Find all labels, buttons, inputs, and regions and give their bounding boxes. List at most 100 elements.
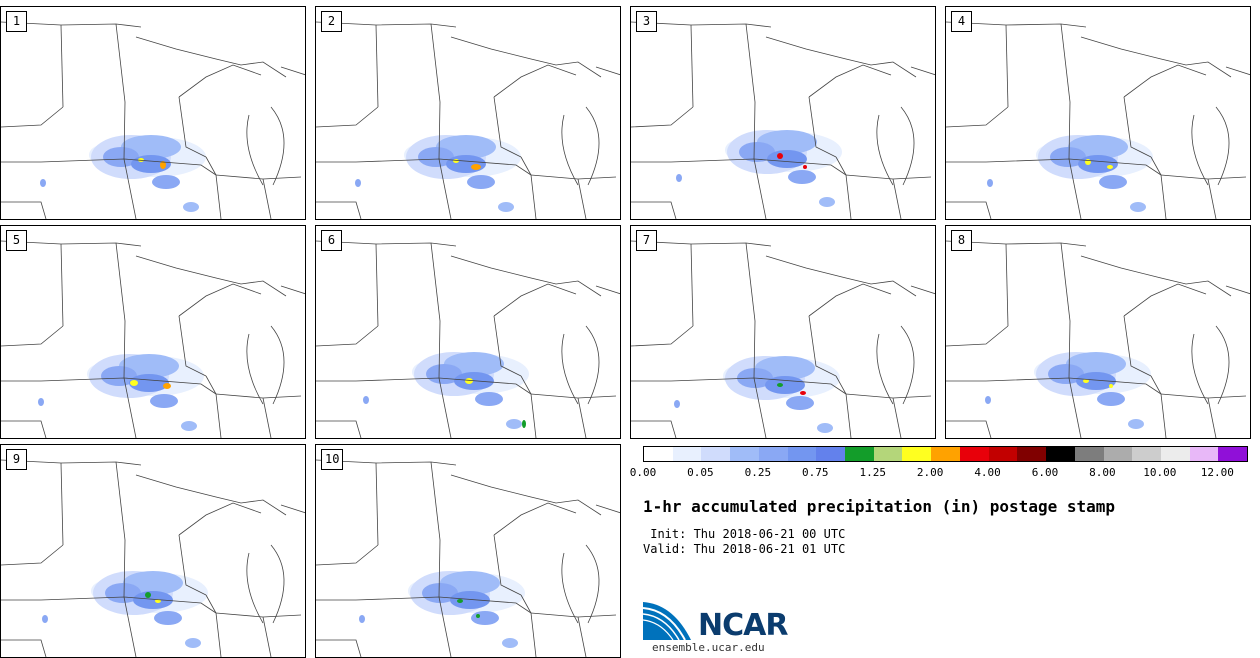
member-panel-6[interactable]: 6 <box>315 225 621 439</box>
member-panel-5[interactable]: 5 <box>0 225 306 439</box>
map-boundary <box>1068 377 1082 438</box>
map-boundary <box>595 66 620 76</box>
map-boundary <box>1 106 64 128</box>
precip-area <box>1128 419 1144 429</box>
map-boundary <box>316 544 379 566</box>
map-boundary <box>135 255 287 297</box>
precip-area <box>38 398 44 406</box>
colorbar-tick-label: 4.00 <box>974 466 1001 479</box>
member-panel-8[interactable]: 8 <box>945 225 1251 439</box>
precip-area <box>363 396 369 404</box>
map-boundary <box>1068 158 1082 219</box>
precip-map <box>1 459 305 657</box>
map-boundary <box>631 240 772 247</box>
member-panel-10[interactable]: 10 <box>315 444 621 658</box>
precip-area <box>418 147 454 167</box>
member-panel-2[interactable]: 2 <box>315 6 621 220</box>
precip-map <box>631 21 935 219</box>
member-panel-1[interactable]: 1 <box>0 6 306 220</box>
colorbar-segment <box>730 447 759 461</box>
map-boundary <box>808 64 892 98</box>
map-boundary <box>115 242 126 379</box>
figure-title: 1-hr accumulated precipitation (in) post… <box>643 497 1116 516</box>
map-boundary <box>1060 23 1071 160</box>
map-boundary <box>520 594 537 657</box>
colorbar-tick-label: 6.00 <box>1031 466 1059 479</box>
map-boundary <box>270 106 285 186</box>
colorbar-segment <box>672 447 702 461</box>
map-boundary <box>438 158 452 219</box>
map-boundary <box>900 325 915 405</box>
map-boundary <box>745 242 756 379</box>
map-boundary <box>520 156 537 219</box>
map-boundary <box>892 397 902 438</box>
panel-number: 4 <box>951 11 972 32</box>
colorbar-segment <box>644 447 673 461</box>
colorbar-segment <box>845 447 874 461</box>
colorbar-segment <box>1074 447 1104 461</box>
map-boundary <box>135 474 287 516</box>
map-boundary <box>205 156 222 219</box>
precip-area <box>471 611 499 625</box>
precip-area <box>40 179 46 187</box>
colorbar-tick-label: 10.00 <box>1143 466 1177 479</box>
precip-area <box>817 423 833 433</box>
map-boundary <box>135 36 287 78</box>
colorbar-segment <box>787 447 817 461</box>
precip-area <box>786 396 814 410</box>
colorbar-segment <box>758 447 788 461</box>
map-boundary <box>808 96 837 158</box>
map-boundary <box>60 462 64 546</box>
colorbar-segment <box>988 447 1018 461</box>
precip-area <box>1078 155 1118 173</box>
precip-area <box>674 400 680 408</box>
map-boundary <box>438 596 452 657</box>
precip-area <box>506 419 522 429</box>
precip-area <box>446 155 486 173</box>
map-boundary <box>946 325 1009 347</box>
colorbar-segment <box>1160 447 1190 461</box>
website-link[interactable]: ensemble.ucar.edu <box>652 641 765 654</box>
map-boundary <box>946 106 1009 128</box>
map-boundary <box>493 96 522 158</box>
colorbar-segment <box>1132 447 1161 461</box>
precip-area <box>1085 159 1091 165</box>
map-boundary <box>178 64 262 98</box>
map-boundary <box>1 459 142 466</box>
map-boundary <box>876 333 894 405</box>
precip-area <box>1107 165 1113 169</box>
colorbar-tick-label: 8.00 <box>1089 466 1116 479</box>
precip-area <box>163 383 171 389</box>
precip-area <box>1109 384 1113 388</box>
precip-area <box>803 165 807 169</box>
member-panel-4[interactable]: 4 <box>945 6 1251 220</box>
map-boundary <box>316 21 457 28</box>
map-boundary <box>631 325 694 347</box>
map-boundary <box>262 397 272 438</box>
precip-area <box>1083 379 1089 383</box>
member-panel-9[interactable]: 9 <box>0 444 306 658</box>
colorbar-tick-label: 12.00 <box>1200 466 1234 479</box>
map-boundary <box>450 36 602 78</box>
precip-area <box>502 638 518 648</box>
panel-number: 7 <box>636 230 657 251</box>
map-boundary <box>205 594 222 657</box>
colorbar-segment <box>959 447 989 461</box>
map-boundary <box>690 243 694 327</box>
precip-area <box>1050 147 1086 167</box>
map-boundary <box>115 23 126 160</box>
precip-area <box>777 383 783 387</box>
map-boundary <box>438 377 452 438</box>
map-boundary <box>753 158 767 219</box>
colorbar-segment <box>873 447 903 461</box>
member-panel-3[interactable]: 3 <box>630 6 936 220</box>
colorbar-segment <box>902 447 932 461</box>
precip-area <box>183 202 199 212</box>
map-boundary <box>493 502 577 536</box>
precip-area <box>522 420 526 428</box>
colorbar-tick-label: 0.05 <box>687 466 714 479</box>
member-panel-7[interactable]: 7 <box>630 225 936 439</box>
map-boundary <box>595 504 620 514</box>
colorbar-tick-label: 0.75 <box>802 466 829 479</box>
map-boundary <box>900 106 915 186</box>
